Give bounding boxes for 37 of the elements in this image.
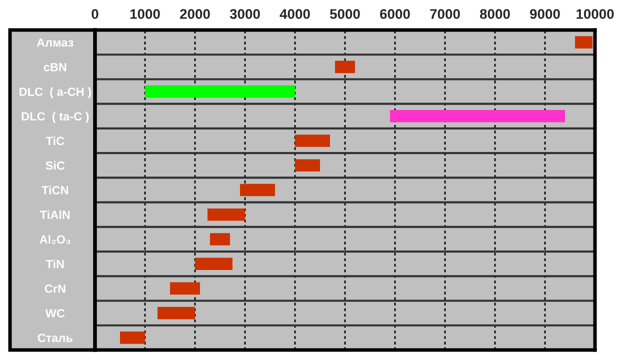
x-tick-label: 0 xyxy=(92,9,98,19)
bar xyxy=(195,258,232,270)
bar xyxy=(240,184,275,196)
y-tick-label: TiN xyxy=(46,260,64,268)
x-tick-label: 6000 xyxy=(380,9,410,19)
y-tick-label: TiC xyxy=(46,136,64,146)
bar xyxy=(335,60,355,74)
x-tick-label: 5000 xyxy=(330,9,360,19)
bar xyxy=(158,306,195,320)
x-tick-label: 9000 xyxy=(530,9,560,19)
bar xyxy=(145,85,295,98)
bar xyxy=(120,332,145,344)
y-tick-label: DLC ( a-CH ) xyxy=(20,87,91,98)
x-tick-label: 1000 xyxy=(130,9,160,19)
bar xyxy=(575,36,592,48)
y-tick-label: Сталь xyxy=(38,334,72,342)
x-tick-label: 3000 xyxy=(230,9,260,19)
x-tick-label: 7000 xyxy=(430,9,460,19)
x-tick-label: 10000 xyxy=(576,9,614,19)
y-tick-label: CrN xyxy=(44,284,66,293)
y-tick-label: Алмаз xyxy=(36,38,74,47)
y-tick-label: TiAlN xyxy=(40,210,70,219)
y-tick-label: WC xyxy=(45,309,65,318)
bar xyxy=(170,282,200,295)
bar xyxy=(295,134,330,147)
bar xyxy=(390,110,565,122)
bar xyxy=(210,233,230,246)
y-tick-label: cBN xyxy=(44,63,66,72)
y-tick-label: DLC ( ta-C ) xyxy=(22,112,89,123)
y-tick-label: SiC xyxy=(46,161,65,170)
y-tick-label: TiCN xyxy=(42,186,68,194)
y-tick-label: Al₂O₃ xyxy=(40,234,70,244)
bar xyxy=(208,208,245,221)
bar xyxy=(295,159,320,172)
x-tick-label: 4000 xyxy=(280,9,310,19)
x-tick-label: 8000 xyxy=(480,9,510,19)
x-tick-label: 2000 xyxy=(180,9,210,19)
